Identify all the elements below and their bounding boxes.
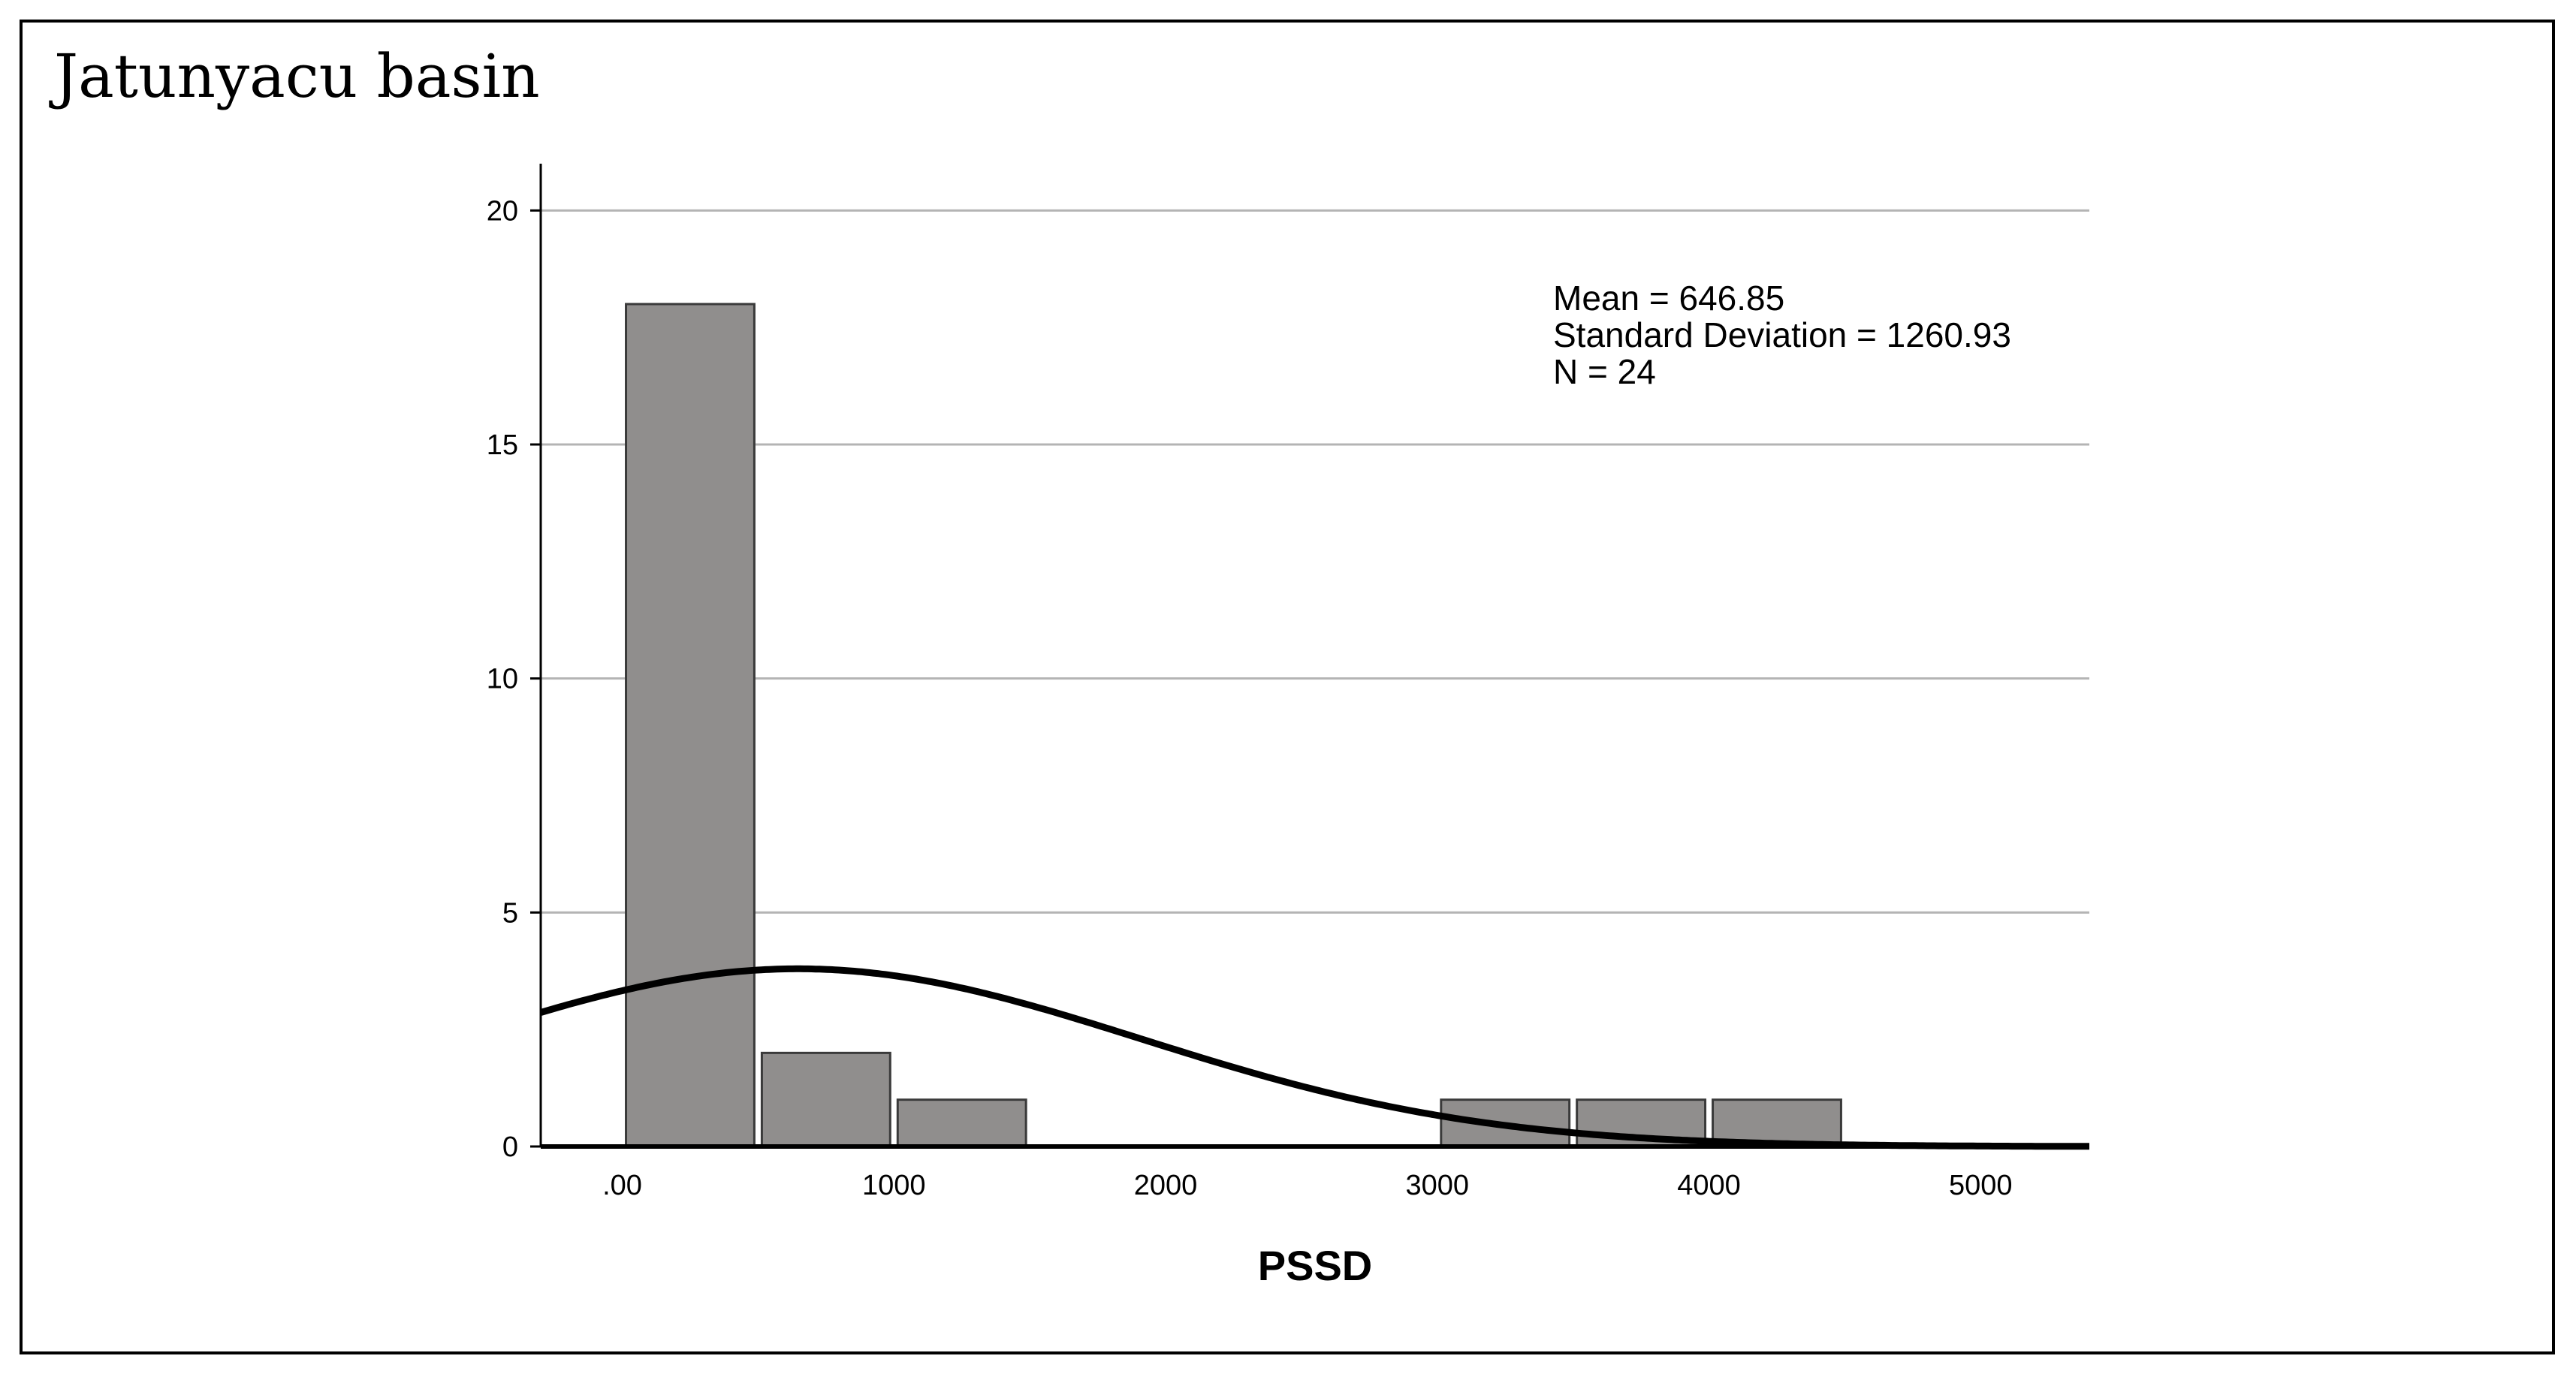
stats-box: Mean = 646.85 Standard Deviation = 1260.… bbox=[1553, 279, 2011, 391]
x-tick-label: 5000 bbox=[1949, 1170, 2013, 1201]
histogram-bar bbox=[896, 1098, 1027, 1148]
x-axis-title: PSSD bbox=[1258, 1242, 1373, 1289]
x-tick-label: 2000 bbox=[1134, 1170, 1198, 1201]
panel-title: Jatunyacu basin bbox=[54, 41, 540, 111]
y-tick-label: 15 bbox=[487, 429, 518, 461]
y-tick-label: 5 bbox=[502, 897, 518, 929]
stats-mean: Mean = 646.85 bbox=[1553, 279, 1784, 318]
x-tick-label: 1000 bbox=[862, 1170, 926, 1201]
axes bbox=[539, 164, 2089, 1149]
y-tick-label: 20 bbox=[487, 195, 518, 227]
histogram-bars bbox=[625, 303, 1842, 1148]
stats-sd: Standard Deviation = 1260.93 bbox=[1553, 315, 2011, 354]
x-tick-label: 4000 bbox=[1677, 1170, 1741, 1201]
x-tick-label: 3000 bbox=[1406, 1170, 1470, 1201]
histogram-bar bbox=[760, 1051, 891, 1148]
figure-frame bbox=[20, 20, 2555, 1354]
histogram-bar bbox=[625, 303, 756, 1148]
y-tick-label: 10 bbox=[487, 664, 518, 695]
gridlines bbox=[541, 209, 2089, 914]
y-tick-labels: 0 5 10 15 20 bbox=[487, 195, 541, 1163]
y-tick-label: 0 bbox=[502, 1131, 518, 1163]
x-tick-labels: .00 1000 2000 3000 4000 5000 bbox=[602, 1170, 2012, 1201]
x-tick-label: .00 bbox=[602, 1170, 642, 1201]
stats-n: N = 24 bbox=[1553, 352, 1656, 391]
